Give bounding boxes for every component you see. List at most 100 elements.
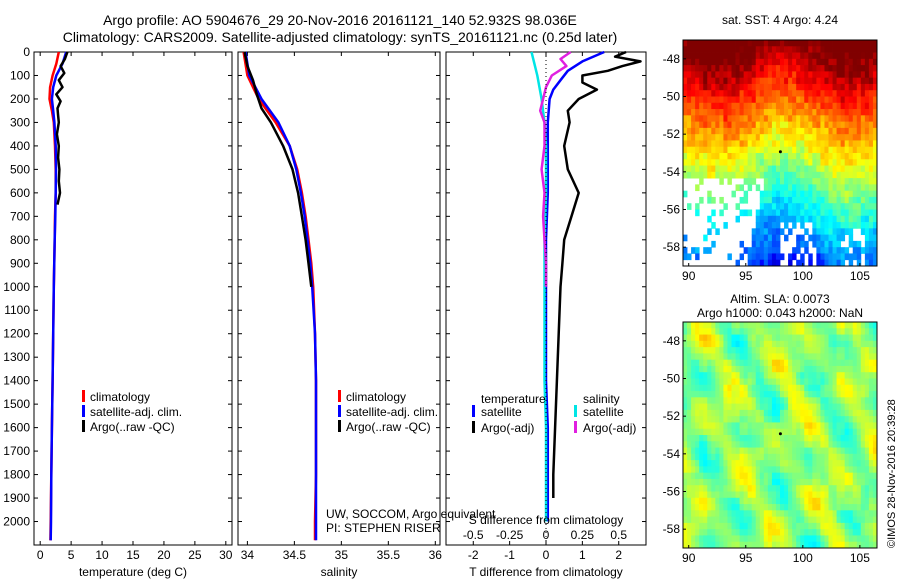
heat-cell — [751, 378, 757, 386]
heat-cell — [856, 478, 862, 486]
heat-cell — [816, 115, 821, 123]
heat-cell — [711, 378, 716, 386]
heat-cell — [691, 453, 696, 461]
heat-cell — [707, 353, 712, 361]
heat-cell — [711, 510, 716, 518]
heat-cell — [691, 441, 696, 448]
heat-cell — [784, 529, 789, 536]
heat-cell — [780, 472, 785, 480]
heat-cell — [691, 541, 696, 549]
heat-cell — [687, 334, 692, 342]
heat-cell — [755, 90, 761, 97]
heat-cell — [743, 52, 749, 60]
heat-cell — [719, 347, 724, 354]
heat-cell — [840, 71, 846, 79]
heat-cell — [824, 347, 829, 354]
heat-cell — [864, 460, 870, 467]
heat-cell — [788, 391, 793, 398]
heat-cell — [771, 222, 777, 229]
heat-cell — [836, 347, 842, 354]
heat-cell — [848, 504, 854, 511]
heat-cell — [868, 397, 874, 405]
heat-cell — [792, 353, 797, 361]
heat-cell — [796, 353, 801, 361]
heat-cell — [691, 416, 696, 423]
heat-cell — [812, 535, 817, 543]
heat-cell — [804, 391, 809, 398]
heat-cell — [860, 228, 866, 236]
heat-cell — [691, 529, 696, 536]
heat-cell — [763, 71, 769, 79]
heat-cell — [796, 422, 801, 430]
heat-cell — [763, 347, 769, 354]
heat-cell — [812, 428, 817, 436]
heat-cell — [683, 247, 688, 254]
heat-cell — [707, 384, 712, 392]
heat-cell — [856, 384, 862, 392]
heat-cell — [780, 365, 785, 373]
heat-cell — [864, 397, 870, 405]
heat-cell — [872, 178, 878, 185]
heat-cell — [844, 441, 850, 448]
heat-cell — [695, 115, 700, 123]
heat-cell — [691, 466, 696, 474]
heat-cell — [844, 516, 850, 524]
heat-cell — [828, 247, 833, 254]
heat-cell — [820, 115, 825, 123]
heat-cell — [848, 522, 854, 530]
heat-cell — [872, 46, 878, 53]
heat-cell — [711, 171, 716, 179]
heat-cell — [868, 522, 874, 530]
heat-cell — [775, 359, 781, 367]
heat-cell — [767, 184, 773, 192]
heat-cell — [816, 184, 821, 192]
heat-cell — [683, 472, 688, 480]
heat-cell — [788, 347, 793, 354]
heat-cell — [767, 416, 773, 423]
heat-cell — [771, 127, 777, 135]
heat-cell — [715, 466, 720, 474]
heat-cell — [856, 165, 862, 173]
heat-cell — [872, 447, 878, 455]
heat-cell — [840, 397, 846, 405]
heat-cell — [775, 83, 781, 91]
heat-cell — [796, 403, 801, 411]
heat-cell — [824, 96, 829, 104]
heat-cell — [796, 447, 801, 455]
heat-cell — [771, 328, 777, 335]
heat-cell — [687, 140, 692, 148]
heat-cell — [703, 365, 708, 373]
heat-cell — [711, 322, 716, 329]
heat-cell — [763, 384, 769, 392]
heat-cell — [763, 196, 769, 204]
profile-location-marker — [778, 150, 782, 154]
heat-cell — [848, 378, 854, 386]
heat-cell — [735, 334, 740, 342]
heat-cell — [739, 435, 745, 442]
heat-cell — [788, 90, 793, 97]
heat-cell — [691, 40, 696, 47]
heat-cell — [840, 485, 846, 492]
heat-cell — [719, 403, 724, 411]
heat-cell — [800, 178, 805, 185]
heat-cell — [872, 240, 878, 248]
heat-cell — [771, 253, 777, 261]
heat-cell — [719, 340, 724, 348]
heat-cell — [868, 40, 874, 47]
heat-cell — [695, 416, 700, 423]
heat-cell — [687, 541, 692, 549]
heat-cell — [844, 422, 850, 430]
heat-cell — [856, 127, 862, 135]
legend-group-title: temperature — [481, 392, 546, 406]
y-tick-label: 800 — [10, 233, 30, 247]
heat-cell — [792, 441, 797, 448]
heat-cell — [840, 340, 846, 348]
heat-cell — [751, 71, 757, 79]
heat-cell — [860, 485, 866, 492]
heat-cell — [735, 96, 740, 104]
heat-cell — [788, 365, 793, 373]
heat-cell — [771, 77, 777, 85]
heat-cell — [816, 203, 821, 210]
heat-cell — [804, 541, 809, 549]
heat-cell — [824, 90, 829, 97]
